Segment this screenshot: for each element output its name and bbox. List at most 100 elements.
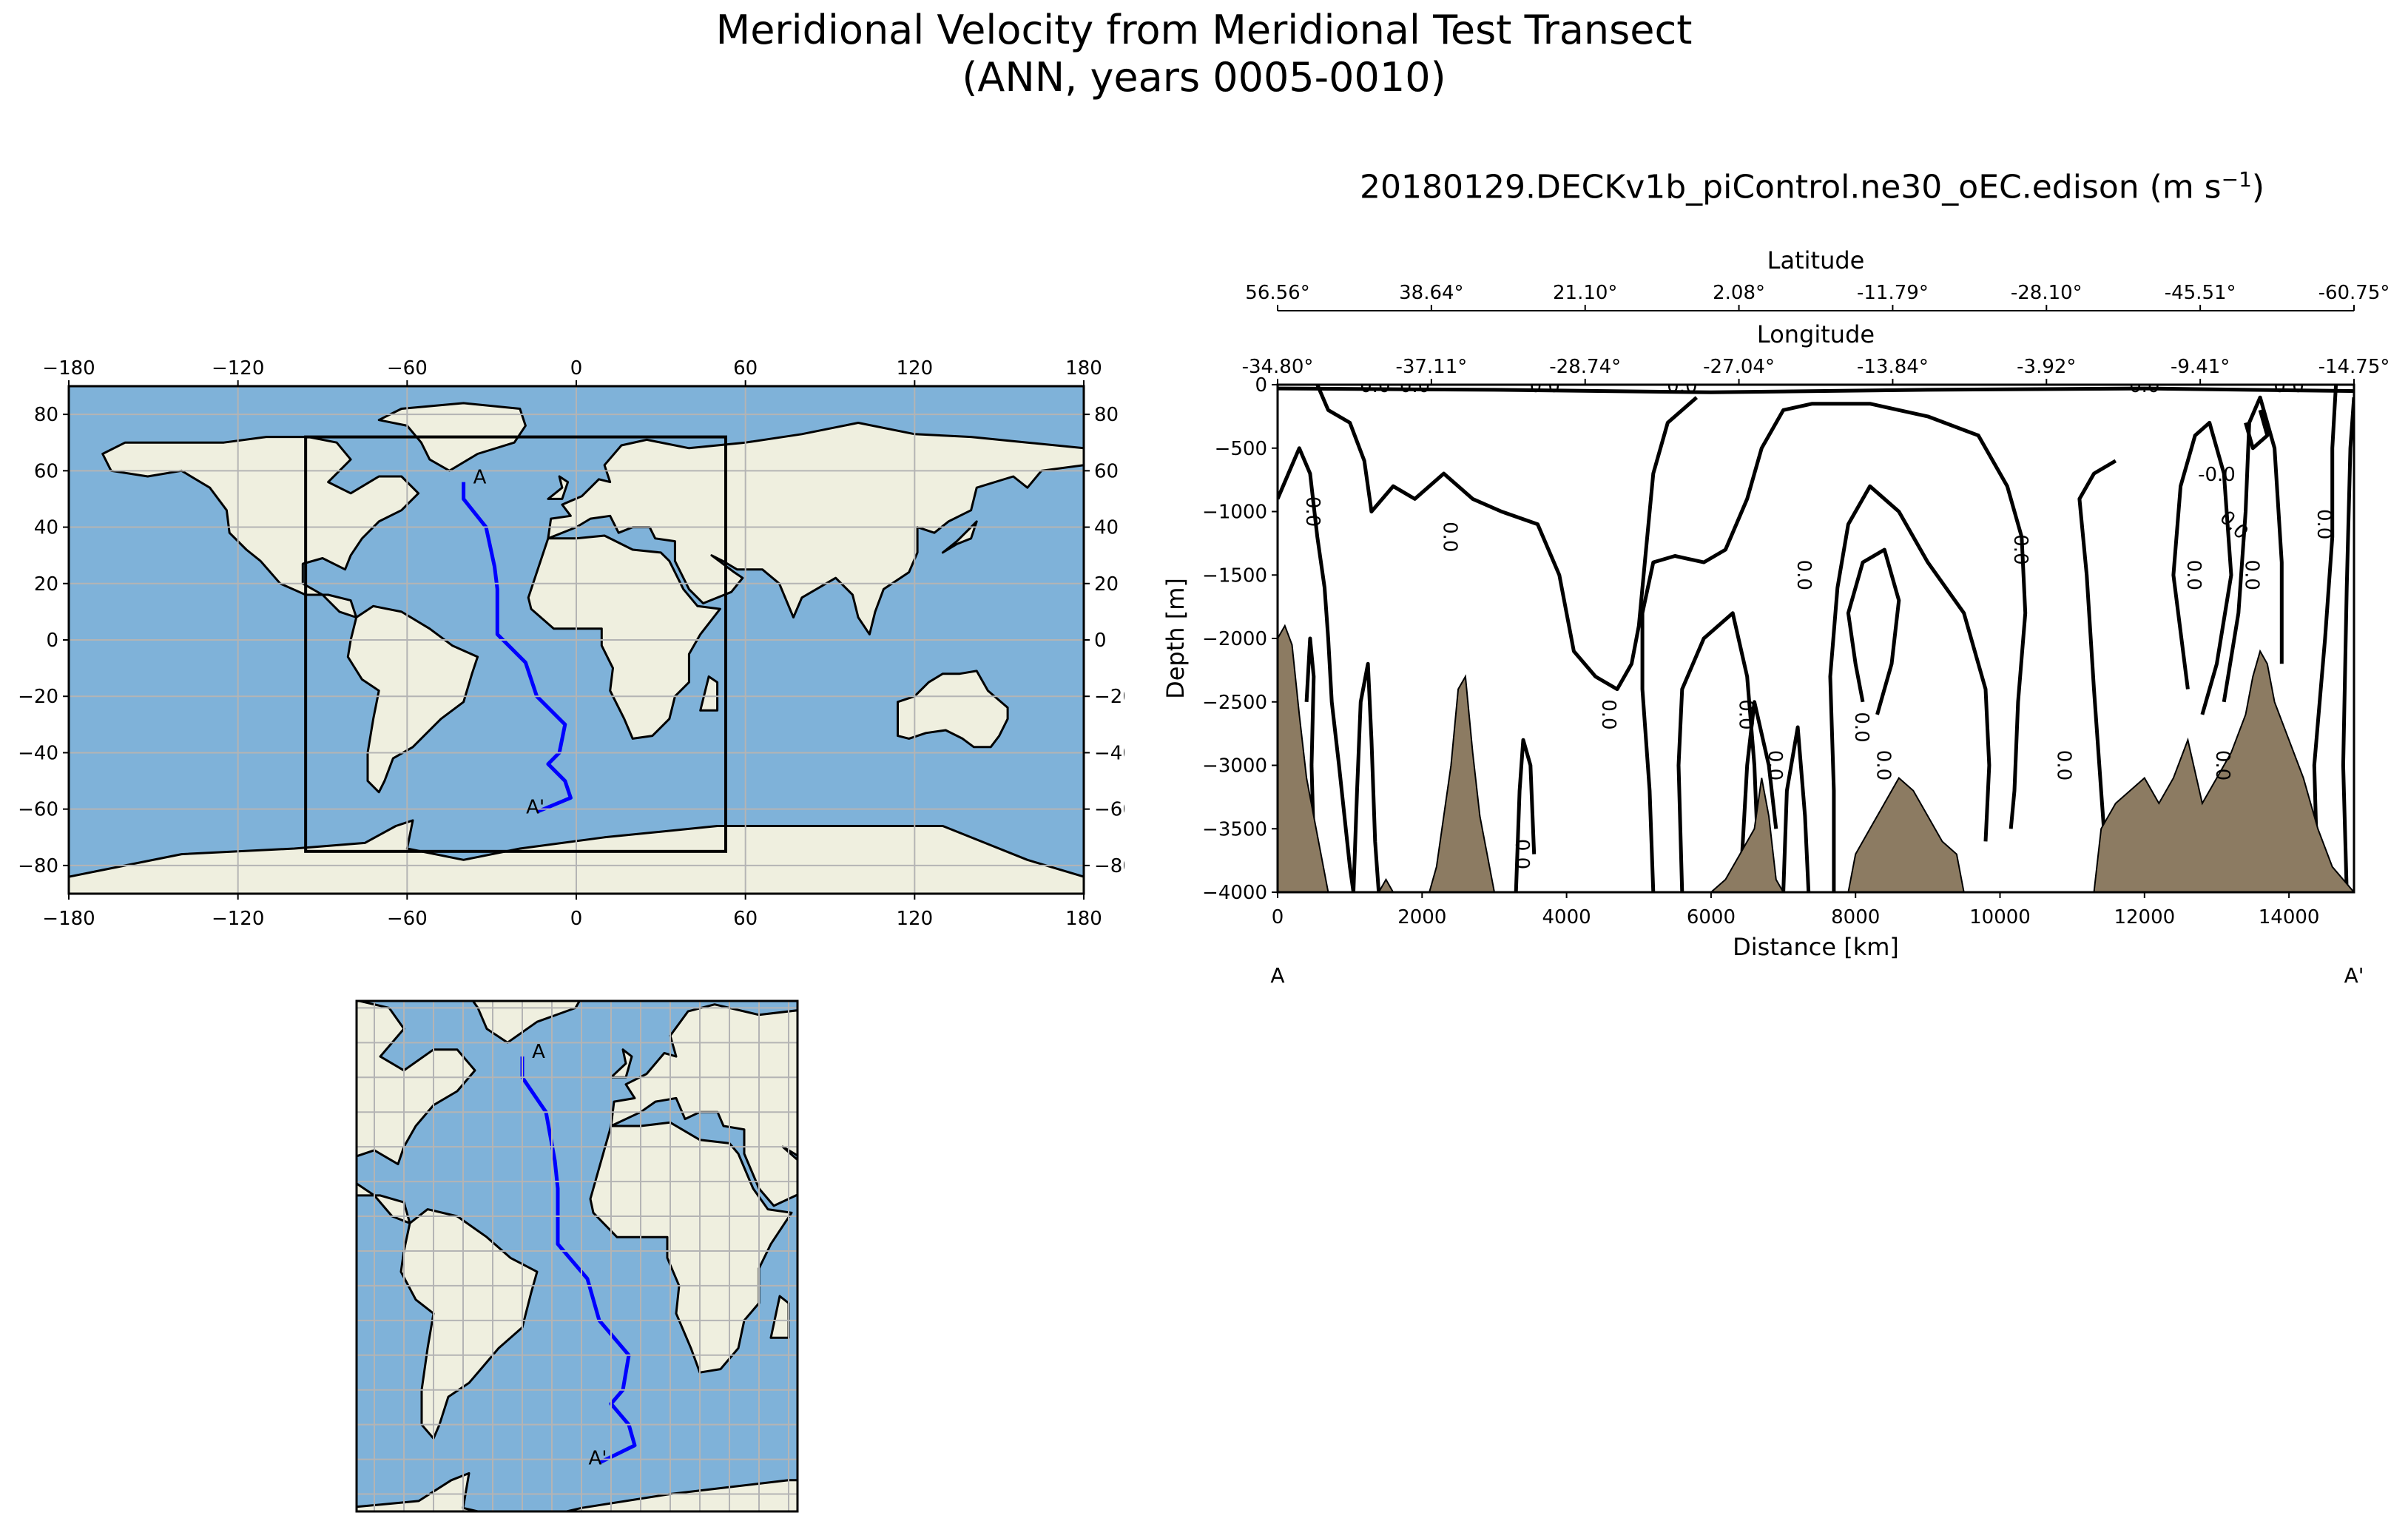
contour-label: 0.0 bbox=[1530, 375, 1560, 397]
latitude-tick-label: 21.10° bbox=[1553, 282, 1617, 304]
global-map-landmass bbox=[547, 475, 570, 500]
contour-line bbox=[2222, 395, 2284, 703]
global-map-plot-area: A A' −180 −180 −120 −120 −60 −60 0 0 60 60 120 120 180… bbox=[18, 357, 1124, 930]
contour-label: 0.0 bbox=[2052, 750, 2074, 780]
zoomed-map: A A' bbox=[355, 999, 799, 1513]
global-map-landmass bbox=[941, 520, 978, 554]
contour-line bbox=[2244, 409, 2270, 451]
contour-line bbox=[1315, 385, 1699, 692]
contour-label: 0.0 bbox=[1400, 375, 1430, 397]
section-title-sup: −1 bbox=[2221, 167, 2252, 192]
global-map-left-tick-label: −60 bbox=[18, 799, 58, 821]
global-map-top-tick-label: −60 bbox=[387, 357, 428, 380]
transect-section-plot-area: 0.00.00.00.00.00.00.00.00.00.00.00.00.00… bbox=[1161, 246, 2390, 988]
contour-label: 0.0 bbox=[1792, 560, 1815, 590]
longitude-tick-label: -34.80° bbox=[1242, 356, 1314, 378]
global-map-left-tick-label: −80 bbox=[18, 855, 58, 877]
section-y-tick-label: −1000 bbox=[1202, 502, 1267, 524]
zoomed-map-grid bbox=[357, 1001, 797, 1511]
global-map-top-tick-label: 60 bbox=[733, 357, 758, 380]
section-x-tick-label: 12000 bbox=[2114, 906, 2175, 928]
contour-line bbox=[1352, 661, 1381, 892]
contour-line bbox=[2312, 385, 2338, 892]
longitude-tick-label: -27.04° bbox=[1703, 356, 1775, 378]
contour-line bbox=[2077, 459, 2117, 892]
section-y-tick-label: −2500 bbox=[1202, 692, 1267, 714]
contour-label: 0.0 bbox=[2182, 560, 2205, 590]
global-map-bottom-tick-label: 120 bbox=[897, 908, 934, 930]
global-map-bottom-tick-label: −180 bbox=[42, 908, 95, 930]
contour-line bbox=[1738, 700, 1778, 892]
contour-line bbox=[1781, 725, 1811, 892]
contour-line bbox=[1846, 547, 1901, 715]
latitude-tick-label: -60.75° bbox=[2318, 282, 2390, 304]
section-y-tick-label: −3000 bbox=[1202, 755, 1267, 778]
zoomed-map-end-label: A' bbox=[589, 1447, 607, 1469]
global-map-left-tick-label: 60 bbox=[34, 460, 58, 482]
longitude-axis-label: Longitude bbox=[1757, 320, 1875, 348]
section-y-tick-label: 0 bbox=[1255, 374, 1267, 397]
latitude-tick-label: -28.10° bbox=[2011, 282, 2082, 304]
contour-line bbox=[2341, 397, 2354, 892]
global-map-top-tick-label: −180 bbox=[42, 357, 95, 380]
contour-label: 0.0 bbox=[2211, 750, 2233, 780]
global-map-right-tick-label: 20 bbox=[1094, 573, 1119, 596]
contour-label: 0.0 bbox=[2313, 509, 2335, 539]
latitude-tick-label: 2.08° bbox=[1713, 282, 1765, 304]
global-map-landmass bbox=[897, 670, 1009, 749]
latitude-tick-label: -11.79° bbox=[1857, 282, 1929, 304]
section-end-label: A' bbox=[2344, 963, 2364, 988]
section-x-tick-label: 4000 bbox=[1542, 906, 1591, 928]
global-map-left-tick-label: −20 bbox=[18, 686, 58, 708]
zoomed-map-plot-area: A A' bbox=[355, 999, 799, 1513]
global-map-left-tick-label: 0 bbox=[46, 630, 58, 652]
global-map-grid bbox=[69, 386, 1084, 894]
section-title-end: ) bbox=[2251, 168, 2265, 206]
global-map-right-tick-label: 0 bbox=[1094, 630, 1107, 652]
global-map-left-tick-label: 20 bbox=[34, 573, 58, 596]
global-map-right-tick-label: 80 bbox=[1094, 404, 1119, 426]
longitude-tick-label: -13.84° bbox=[1857, 356, 1929, 378]
section-inner-layer: 0.00.00.00.00.00.00.00.00.00.00.00.00.00… bbox=[1278, 375, 2354, 892]
global-map-bottom-tick-label: 60 bbox=[733, 908, 758, 930]
contour-label: 0.0 bbox=[1360, 375, 1390, 397]
contour-label: 0.0 bbox=[2273, 375, 2304, 397]
contour-label: 0.0 bbox=[1438, 522, 1460, 552]
latitude-tick-label: 56.56° bbox=[1245, 282, 1309, 304]
section-x-tick-label: 2000 bbox=[1397, 906, 1446, 928]
subregion-box bbox=[304, 435, 727, 853]
latitude-tick-label: 38.64° bbox=[1399, 282, 1463, 304]
contour-label: 0.0 bbox=[1764, 750, 1786, 780]
global-map-bottom-tick-label: −60 bbox=[387, 908, 428, 930]
global-map-right-tick-label: −80 bbox=[1094, 855, 1124, 877]
contour-label: 0.0 bbox=[2240, 560, 2262, 590]
section-title: 20180129.DECKv1b_piControl.ne30_oEC.edis… bbox=[1360, 167, 2264, 206]
global-map-top-tick-label: 0 bbox=[570, 357, 583, 380]
figure-title-line1: Meridional Velocity from Meridional Test… bbox=[715, 7, 1693, 53]
section-x-tick-label: 8000 bbox=[1831, 906, 1880, 928]
section-y-axis-label: Depth [m] bbox=[1161, 578, 1190, 699]
global-map-top-tick-label: 120 bbox=[897, 357, 934, 380]
bathymetry-fill bbox=[1278, 624, 2354, 892]
section-y-tick-label: −2000 bbox=[1202, 628, 1267, 650]
longitude-tick-label: -28.74° bbox=[1549, 356, 1621, 378]
contour-label: 0.0 bbox=[1511, 839, 1533, 869]
contour-line bbox=[1514, 738, 1537, 892]
longitude-tick-label: -3.92° bbox=[2017, 356, 2076, 378]
section-y-tick-label: −500 bbox=[1215, 438, 1267, 460]
section-y-tick-label: −3500 bbox=[1202, 818, 1267, 840]
longitude-tick-label: -14.75° bbox=[2318, 356, 2390, 378]
section-title-text: 20180129.DECKv1b_piControl.ne30_oEC.edis… bbox=[1360, 168, 2222, 206]
contour-label: 0.0 bbox=[1850, 712, 1872, 742]
latitude-axis-label: Latitude bbox=[1767, 246, 1865, 274]
contour-line bbox=[1828, 484, 1992, 892]
contour-label: 0.0 bbox=[1735, 699, 1757, 729]
global-map-right-tick-label: −20 bbox=[1094, 686, 1124, 708]
contour-label: 0.0 bbox=[1301, 496, 1323, 527]
contour-label: 0.0 bbox=[1872, 750, 1894, 780]
section-y-tick-label: −1500 bbox=[1202, 564, 1267, 587]
contour-line bbox=[1304, 636, 1316, 842]
global-map-bottom-tick-label: −120 bbox=[212, 908, 264, 930]
global-map-top-tick-label: 180 bbox=[1065, 357, 1102, 380]
contour-label: -0.0 bbox=[2198, 464, 2236, 486]
